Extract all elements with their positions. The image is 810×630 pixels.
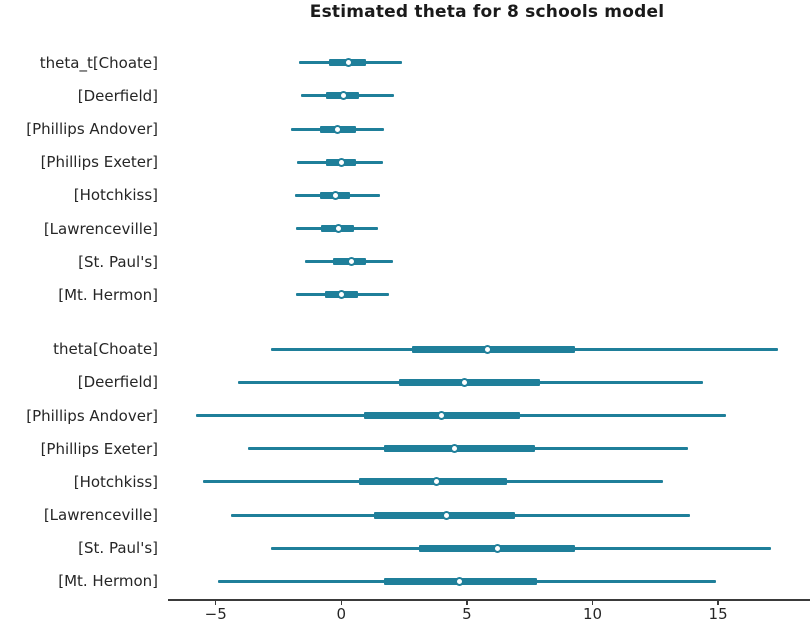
median-marker — [339, 91, 349, 101]
row-label: theta[Choate] — [53, 340, 158, 359]
median-marker — [449, 444, 459, 454]
x-tick-label: −5 — [204, 605, 227, 623]
median-marker — [442, 510, 452, 520]
row-label: [Phillips Andover] — [26, 120, 158, 139]
row-label: [Deerfield] — [77, 86, 158, 105]
row-label: [Lawrenceville] — [43, 219, 158, 238]
median-marker — [432, 477, 442, 487]
x-tick-mark — [466, 601, 468, 605]
median-marker — [437, 411, 447, 421]
row-label: [Phillips Exeter] — [40, 439, 158, 458]
median-marker — [454, 576, 464, 586]
median-marker — [482, 344, 492, 354]
median-marker — [459, 377, 469, 387]
chart-title: Estimated theta for 8 schools model — [309, 2, 665, 22]
x-tick-mark — [591, 601, 594, 605]
row-label: [Lawrenceville] — [43, 506, 158, 525]
x-tick-label: 10 — [582, 605, 603, 623]
row-label: [Hotchkiss] — [73, 186, 158, 205]
row-label: [Hotchkiss] — [73, 472, 158, 491]
row-label: [Phillips Exeter] — [40, 153, 158, 172]
median-marker — [346, 257, 356, 267]
x-tick-mark — [340, 601, 343, 605]
interquartile-range-bar — [399, 378, 540, 386]
x-tick-label: 0 — [336, 605, 347, 623]
row-label: [Phillips Andover] — [26, 406, 158, 425]
x-tick-mark — [717, 601, 719, 605]
row-label: [Deerfield] — [77, 373, 158, 392]
x-tick-label: 5 — [462, 605, 472, 623]
median-marker — [336, 290, 346, 300]
median-marker — [344, 58, 354, 68]
row-label: [Mt. Hermon] — [58, 572, 158, 591]
interquartile-range-bar — [411, 345, 575, 353]
median-marker — [492, 543, 502, 553]
row-label: theta_t[Choate] — [39, 53, 158, 72]
x-tick-label: 15 — [708, 605, 728, 623]
median-marker — [333, 124, 343, 134]
median-marker — [334, 224, 344, 234]
x-axis-line — [168, 599, 810, 601]
interquartile-range-bar — [384, 445, 535, 453]
x-tick-mark — [214, 601, 217, 605]
row-label: [St. Paul's] — [78, 539, 158, 558]
row-label: [St. Paul's] — [78, 252, 158, 271]
row-label: [Mt. Hermon] — [58, 285, 158, 304]
median-marker — [336, 157, 346, 167]
median-marker — [330, 190, 340, 200]
